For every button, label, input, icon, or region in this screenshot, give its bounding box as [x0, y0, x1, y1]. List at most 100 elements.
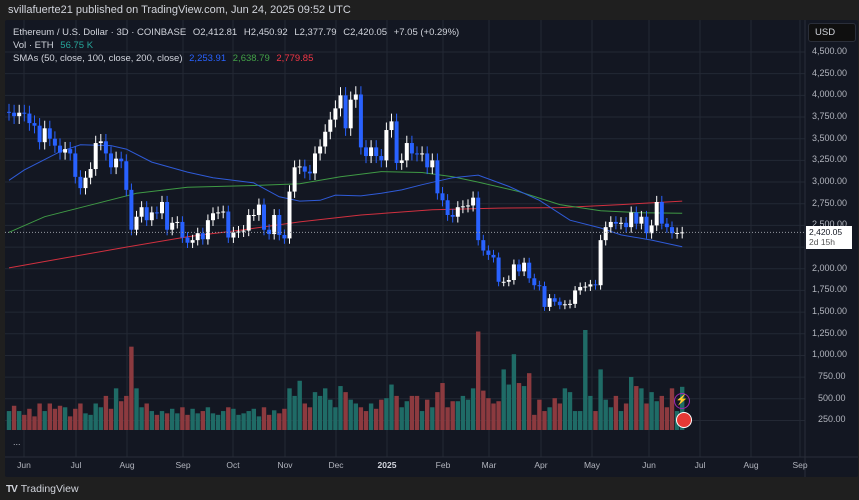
candle-body	[205, 220, 210, 240]
volume-bar	[256, 416, 262, 430]
candle-body	[644, 216, 649, 234]
volume-bar	[6, 411, 12, 430]
time-label: Sep	[792, 460, 808, 470]
candle-body	[471, 197, 476, 206]
volume-bar	[108, 408, 114, 430]
candle-body	[369, 147, 374, 157]
volume-bar	[669, 388, 675, 430]
volume-bar	[578, 411, 583, 430]
candle-body	[318, 146, 323, 154]
candle-body	[517, 264, 521, 272]
footer-brand: TradingView	[20, 483, 79, 495]
volume-bar	[496, 401, 501, 430]
time-label: 2025	[377, 460, 397, 470]
candle-body	[42, 128, 47, 143]
candle-body	[78, 176, 83, 189]
volume-bar	[470, 388, 476, 430]
candle-body	[435, 160, 440, 194]
sma100-value: 2,638.79	[232, 53, 270, 64]
lightning-event-icon[interactable]: ⚡	[674, 393, 690, 409]
volume-bar	[251, 408, 256, 430]
volume-bar	[113, 388, 119, 430]
us-flag-event-icon[interactable]	[676, 412, 692, 428]
volume-bar	[62, 407, 68, 430]
candle-body	[670, 227, 674, 234]
candle-body	[624, 222, 629, 228]
price-label: 2,500.00	[812, 219, 848, 230]
ohlc-close: C2,420.05	[343, 27, 388, 38]
volume-bar	[333, 407, 338, 430]
volume-bar	[32, 416, 37, 430]
price-label: 1,500.00	[812, 306, 848, 317]
candle-body	[598, 240, 603, 286]
volume-bar	[583, 330, 588, 430]
candle-body	[307, 171, 312, 174]
sma-legend: SMAs (50, close, 100, close, 200, close)…	[13, 53, 317, 64]
volume-bar	[328, 399, 333, 430]
volume-bar	[379, 399, 384, 430]
price-chart[interactable]	[5, 20, 858, 477]
tradingview-logo[interactable]: TV TradingView	[6, 483, 79, 495]
price-label: 3,750.00	[812, 111, 848, 122]
candle-body	[496, 257, 501, 282]
ohlc-high: H2,450.92	[243, 27, 288, 38]
volume-bar	[17, 411, 22, 430]
current-price-label: 2,420.05 2d 15h	[806, 226, 852, 249]
candle-body	[323, 131, 328, 147]
candle-body	[58, 145, 62, 153]
volume-bar	[312, 392, 318, 430]
candle-body	[262, 204, 266, 230]
volume-bar	[363, 411, 369, 430]
volume-bar	[338, 386, 343, 430]
candle-body	[109, 153, 113, 168]
candle-body	[52, 138, 57, 146]
volume-bar	[246, 411, 251, 430]
candle-body	[27, 113, 32, 124]
volume-label[interactable]: Vol · ETH	[13, 40, 54, 51]
price-label: 250.00	[818, 414, 846, 425]
volume-bar	[11, 405, 17, 430]
candle-body	[562, 304, 567, 306]
time-label: Jun	[642, 460, 656, 470]
volume-bar	[634, 386, 639, 430]
candle-body	[430, 160, 435, 168]
sma50-value: 2,253.91	[189, 53, 227, 64]
sma-label[interactable]: SMAs (50, close, 100, close, 200, close)	[13, 53, 183, 64]
volume-bar	[124, 395, 129, 430]
current-price: 2,420.05	[809, 227, 843, 237]
volume-bar	[618, 411, 624, 430]
candle-body	[639, 216, 644, 224]
ohlc-low: L2,377.79	[294, 27, 337, 38]
currency-button[interactable]: USD	[808, 23, 856, 42]
time-label: Oct	[226, 460, 240, 470]
candle-body	[139, 207, 144, 217]
price-label: 500.00	[818, 392, 846, 403]
volume-bar	[210, 413, 216, 430]
volume-bar	[52, 408, 58, 430]
candle-body	[619, 222, 623, 224]
symbol-title[interactable]: Ethereum / U.S. Dollar · 3D · COINBASE	[13, 27, 187, 38]
more-options[interactable]: ...	[13, 437, 21, 447]
sma50-line	[8, 144, 683, 248]
candle-body	[165, 201, 170, 230]
volume-bar	[282, 408, 287, 430]
volume-bar	[154, 414, 160, 430]
candle-body	[455, 207, 460, 217]
chart-panel[interactable]	[5, 20, 858, 477]
volume-bar	[593, 411, 598, 430]
candle-body	[170, 222, 175, 230]
volume-bar	[419, 411, 425, 430]
candle-body	[144, 207, 149, 221]
volume-bar	[491, 403, 496, 430]
volume-bar	[175, 413, 180, 430]
volume-bar	[552, 398, 557, 430]
candle-body	[547, 298, 552, 307]
volume-bar	[664, 407, 670, 430]
candle-body	[445, 200, 450, 215]
volume-bar	[537, 399, 542, 430]
volume-bar	[190, 408, 195, 430]
sma200-value: 2,779.85	[276, 53, 314, 64]
time-label: Feb	[435, 460, 451, 470]
price-label: 1,750.00	[812, 284, 848, 295]
time-label: Jun	[17, 460, 31, 470]
